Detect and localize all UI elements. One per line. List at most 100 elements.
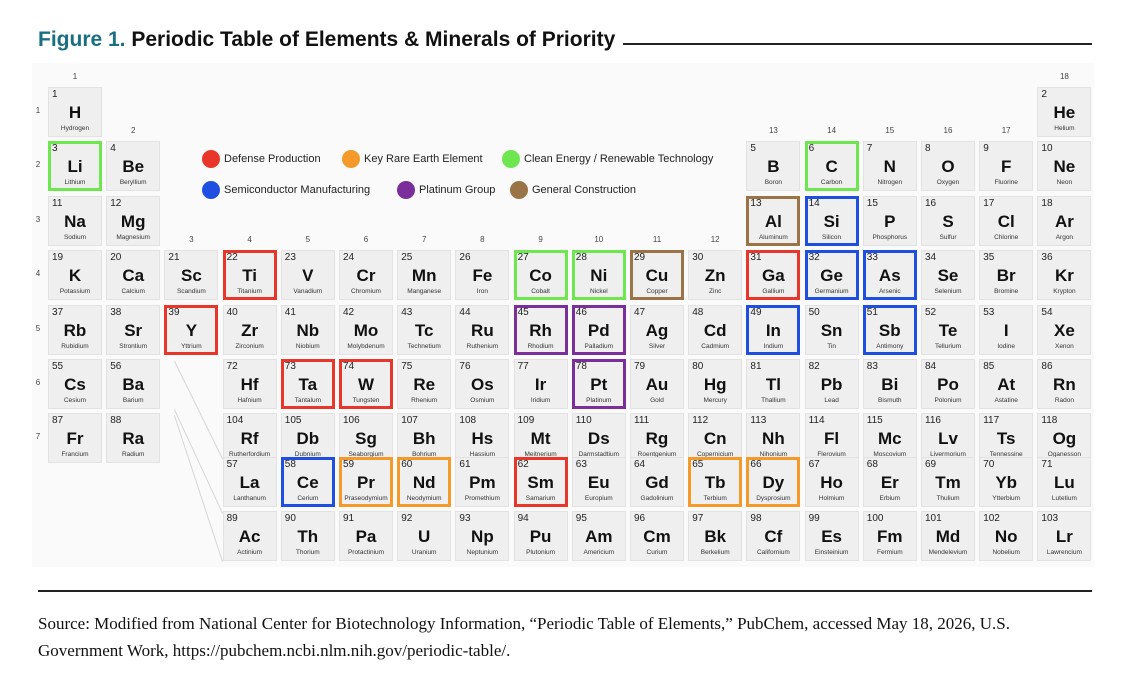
element-yttrium[interactable]: 39 Y Yttrium [164,304,219,355]
element-tin[interactable]: 50 Sn Tin [804,304,859,355]
element-lanthanum[interactable]: 57 La Lanthanum [222,457,277,507]
element-phosphorus[interactable]: 15 P Phosphorus [862,195,917,246]
element-strontium[interactable]: 38 Sr Strontium [106,304,161,355]
element-moscovium[interactable]: 115 Mc Moscovium [862,413,917,464]
element-astatine[interactable]: 85 At Astatine [979,359,1034,409]
element-berkelium[interactable]: 97 Bk Berkelium [688,511,743,562]
element-mendelevium[interactable]: 101 Md Mendelevium [921,511,975,562]
element-osmium[interactable]: 76 Os Osmium [455,359,510,409]
element-darmstadtium[interactable]: 110 Ds Darmstadtium [571,413,626,464]
element-promethium[interactable]: 61 Pm Promethium [455,457,510,507]
element-chlorine[interactable]: 17 Cl Chlorine [979,195,1034,246]
element-flerovium[interactable]: 114 Fl Flerovium [804,413,859,464]
element-nobelium[interactable]: 102 No Nobelium [979,511,1034,562]
element-aluminum[interactable]: 13 Al Aluminum [746,195,801,246]
element-dysprosium[interactable]: 66 Dy Dysprosium [746,457,801,507]
element-europium[interactable]: 63 Eu Europium [571,457,626,507]
element-protactinium[interactable]: 91 Pa Protactinium [339,511,393,562]
element-erbium[interactable]: 68 Er Erbium [862,457,917,507]
element-sodium[interactable]: 11 Na Sodium [48,195,102,246]
element-oganesson[interactable]: 118 Og Oganesson [1037,413,1092,464]
element-polonium[interactable]: 84 Po Polonium [921,359,975,409]
element-iron[interactable]: 26 Fe Iron [455,250,510,301]
element-arsenic[interactable]: 33 As Arsenic [862,250,917,301]
element-meitnerium[interactable]: 109 Mt Meitnerium [513,413,568,464]
element-titanium[interactable]: 22 Ti Titanium [222,250,277,301]
element-platinum[interactable]: 78 Pt Platinum [571,359,626,409]
element-neodymium[interactable]: 60 Nd Neodymium [397,457,452,507]
element-chromium[interactable]: 24 Cr Chromium [339,250,393,301]
element-seaborgium[interactable]: 106 Sg Seaborgium [339,413,393,464]
element-niobium[interactable]: 41 Nb Niobium [280,304,335,355]
element-roentgenium[interactable]: 111 Rg Roentgenium [630,413,684,464]
element-argon[interactable]: 18 Ar Argon [1037,195,1092,246]
element-rhenium[interactable]: 75 Re Rhenium [397,359,452,409]
element-manganese[interactable]: 25 Mn Manganese [397,250,452,301]
element-radon[interactable]: 86 Rn Radon [1037,359,1092,409]
element-cesium[interactable]: 55 Cs Cesium [48,359,102,409]
element-francium[interactable]: 87 Fr Francium [48,413,102,464]
element-boron[interactable]: 5 B Boron [746,141,801,192]
element-zirconium[interactable]: 40 Zr Zirconium [222,304,277,355]
element-technetium[interactable]: 43 Tc Technetium [397,304,452,355]
element-calcium[interactable]: 20 Ca Calcium [106,250,161,301]
element-cerium[interactable]: 58 Ce Cerium [280,457,335,507]
element-silicon[interactable]: 14 Si Silicon [804,195,859,246]
element-gadolinium[interactable]: 64 Gd Gadolinium [630,457,684,507]
element-rutherfordium[interactable]: 104 Rf Rutherfordium [222,413,277,464]
element-nihonium[interactable]: 113 Nh Nihonium [746,413,801,464]
element-fluorine[interactable]: 9 F Fluorine [979,141,1034,192]
element-rhodium[interactable]: 45 Rh Rhodium [513,304,568,355]
element-americium[interactable]: 95 Am Americium [571,511,626,562]
element-bismuth[interactable]: 83 Bi Bismuth [862,359,917,409]
element-gallium[interactable]: 31 Ga Gallium [746,250,801,301]
element-iridium[interactable]: 77 Ir Iridium [513,359,568,409]
element-holmium[interactable]: 67 Ho Holmium [804,457,859,507]
element-lead[interactable]: 82 Pb Lead [804,359,859,409]
element-gold[interactable]: 79 Au Gold [630,359,684,409]
element-tellurium[interactable]: 52 Te Tellurium [921,304,975,355]
element-hafnium[interactable]: 72 Hf Hafnium [222,359,277,409]
element-molybdenum[interactable]: 42 Mo Molybdenum [339,304,393,355]
element-germanium[interactable]: 32 Ge Germanium [804,250,859,301]
element-lawrencium[interactable]: 103 Lr Lawrencium [1037,511,1092,562]
element-palladium[interactable]: 46 Pd Palladium [571,304,626,355]
element-dubnium[interactable]: 105 Db Dubnium [280,413,335,464]
element-nitrogen[interactable]: 7 N Nitrogen [862,141,917,192]
element-tennessine[interactable]: 117 Ts Tennessine [979,413,1034,464]
element-bohrium[interactable]: 107 Bh Bohrium [397,413,452,464]
element-krypton[interactable]: 36 Kr Krypton [1037,250,1092,301]
element-praseodymium[interactable]: 59 Pr Praseodymium [339,457,393,507]
element-tantalum[interactable]: 73 Ta Tantalum [280,359,335,409]
element-potassium[interactable]: 19 K Potassium [48,250,102,301]
element-ruthenium[interactable]: 44 Ru Ruthenium [455,304,510,355]
element-copper[interactable]: 29 Cu Copper [630,250,684,301]
element-antimony[interactable]: 51 Sb Antimony [862,304,917,355]
element-rubidium[interactable]: 37 Rb Rubidium [48,304,102,355]
element-tungsten[interactable]: 74 W Tungsten [339,359,393,409]
element-uranium[interactable]: 92 U Uranium [397,511,452,562]
element-thulium[interactable]: 69 Tm Thulium [921,457,975,507]
element-nickel[interactable]: 28 Ni Nickel [571,250,626,301]
element-zinc[interactable]: 30 Zn Zinc [688,250,743,301]
element-magnesium[interactable]: 12 Mg Magnesium [106,195,161,246]
element-actinium[interactable]: 89 Ac Actinium [222,511,277,562]
element-scandium[interactable]: 21 Sc Scandium [164,250,219,301]
element-oxygen[interactable]: 8 O Oxygen [921,141,975,192]
element-hydrogen[interactable]: 1 H Hydrogen [48,87,102,137]
element-curium[interactable]: 96 Cm Curium [630,511,684,562]
element-hassium[interactable]: 108 Hs Hassium [455,413,510,464]
element-thorium[interactable]: 90 Th Thorium [280,511,335,562]
element-vanadium[interactable]: 23 V Vanadium [280,250,335,301]
element-mercury[interactable]: 80 Hg Mercury [688,359,743,409]
element-samarium[interactable]: 62 Sm Samarium [513,457,568,507]
element-helium[interactable]: 2 He Helium [1037,87,1092,137]
element-fermium[interactable]: 100 Fm Fermium [862,511,917,562]
element-carbon[interactable]: 6 C Carbon [804,141,859,192]
element-cadmium[interactable]: 48 Cd Cadmium [688,304,743,355]
element-selenium[interactable]: 34 Se Selenium [921,250,975,301]
element-beryllium[interactable]: 4 Be Beryllium [106,141,161,192]
element-terbium[interactable]: 65 Tb Terbium [688,457,743,507]
element-sulfur[interactable]: 16 S Sulfur [921,195,975,246]
element-neptunium[interactable]: 93 Np Neptunium [455,511,510,562]
